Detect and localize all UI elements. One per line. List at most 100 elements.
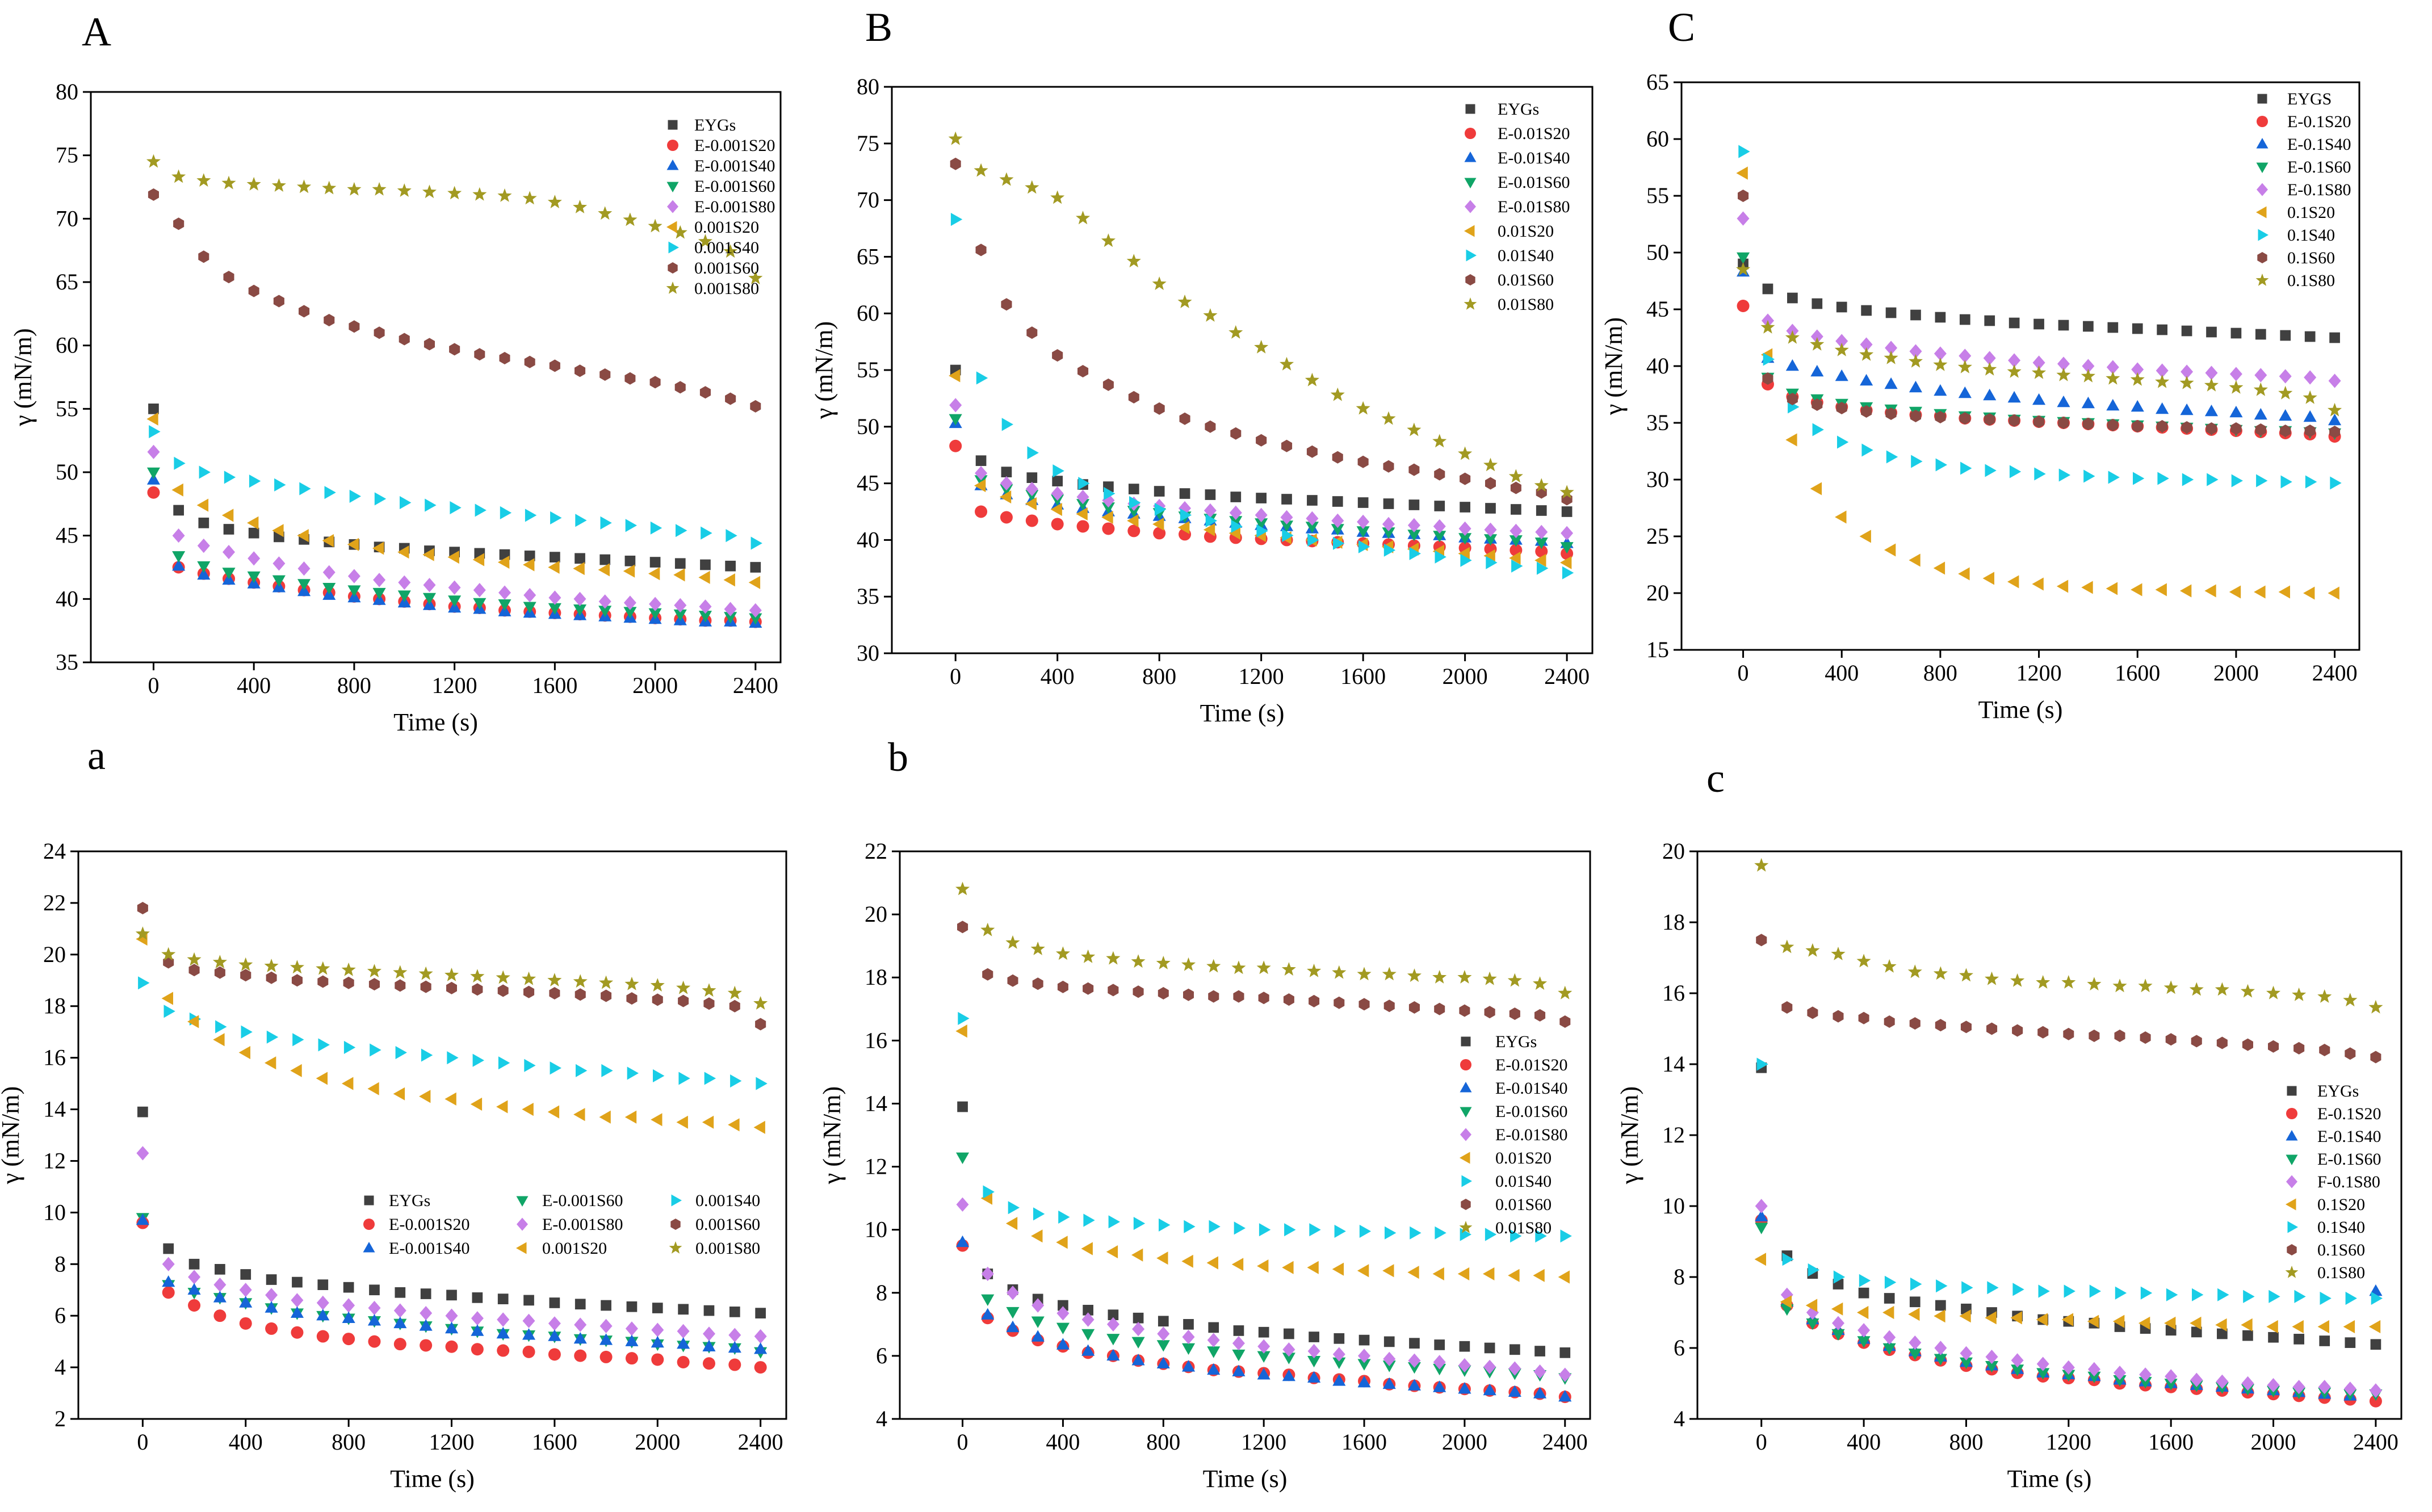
- data-point: [1407, 1362, 1421, 1374]
- legend-marker: [2286, 1108, 2297, 1119]
- plot-frame: [1696, 850, 2402, 1420]
- data-point: [423, 338, 435, 351]
- data-point: [318, 1038, 330, 1052]
- data-point: [1206, 1256, 1218, 1270]
- data-point: [2131, 362, 2144, 377]
- data-point: [624, 976, 639, 990]
- series-E-0.1S40: [1737, 264, 2342, 426]
- data-point: [575, 988, 586, 1001]
- data-point: [1485, 477, 1496, 490]
- data-point: [1153, 527, 1166, 540]
- data-point: [1209, 1220, 1221, 1233]
- data-point: [1127, 506, 1140, 518]
- data-point: [2164, 1379, 2178, 1391]
- data-point: [138, 976, 150, 990]
- data-point: [425, 498, 437, 512]
- data-point: [702, 983, 716, 997]
- data-point: [1785, 359, 1799, 371]
- data-point: [2294, 1290, 2306, 1303]
- data-point: [1025, 481, 1038, 497]
- data-point: [1810, 364, 1824, 377]
- data-point: [599, 1333, 613, 1345]
- data-point: [266, 1030, 279, 1044]
- data-point: [196, 498, 209, 512]
- data-point: [1958, 567, 1970, 581]
- data-point: [322, 180, 337, 195]
- data-point: [187, 952, 202, 966]
- data-point: [1755, 1199, 1768, 1213]
- data-point: [598, 606, 612, 618]
- y-tick-label: 20: [1662, 838, 1685, 864]
- data-point: [2007, 390, 2021, 403]
- data-point: [2191, 1326, 2202, 1338]
- legend: EYGs E-0.001S60 0.001S40 E-0.001S20 E-0.001S…: [363, 1191, 760, 1258]
- series-0.1S20: [1736, 166, 2339, 600]
- data-point: [1457, 1267, 1470, 1280]
- data-point: [2089, 1030, 2100, 1042]
- data-point: [1102, 378, 1114, 391]
- data-point: [1050, 503, 1062, 516]
- data-point: [1460, 553, 1472, 567]
- data-point: [445, 1340, 458, 1353]
- data-point: [573, 1108, 585, 1122]
- x-tick-label: 1200: [429, 1429, 475, 1455]
- data-point: [522, 1328, 536, 1340]
- data-point: [2036, 975, 2051, 989]
- data-point: [418, 966, 433, 980]
- data-point: [1282, 1342, 1295, 1357]
- data-point: [981, 1266, 994, 1282]
- data-point: [197, 568, 211, 580]
- data-point: [750, 400, 761, 413]
- data-point: [948, 131, 963, 145]
- data-point: [224, 471, 236, 484]
- data-point: [1533, 976, 1548, 990]
- data-point: [1307, 1261, 1319, 1274]
- data-point: [1031, 1316, 1045, 1328]
- data-point: [1836, 402, 1847, 414]
- series-0.001S80: [146, 154, 763, 284]
- data-point: [1509, 535, 1523, 547]
- data-point: [422, 548, 434, 561]
- series-EYGs: [1756, 1062, 2381, 1350]
- x-tick-label: 800: [1142, 663, 1176, 689]
- data-point: [1736, 262, 1751, 276]
- data-point: [1986, 1022, 1998, 1035]
- data-point: [1030, 942, 1045, 955]
- data-point: [599, 1350, 613, 1363]
- data-point: [2190, 1316, 2202, 1330]
- data-point: [728, 1358, 741, 1371]
- data-point: [2010, 1311, 2022, 1325]
- legend-marker: [1460, 1107, 1472, 1118]
- data-point: [2057, 356, 2070, 371]
- data-point: [347, 569, 360, 583]
- data-point: [374, 326, 385, 339]
- data-point: [2138, 978, 2153, 993]
- legend-label: E-0.001S60: [542, 1191, 623, 1210]
- data-point: [1332, 496, 1343, 507]
- data-point: [726, 529, 737, 543]
- data-point: [1357, 514, 1370, 530]
- data-point: [2032, 355, 2045, 370]
- data-point: [1205, 420, 1216, 433]
- data-point: [573, 974, 588, 988]
- legend-marker: [1460, 1152, 1470, 1164]
- x-tick-label: 400: [1046, 1429, 1080, 1455]
- data-point: [2181, 325, 2192, 337]
- x-tick-label: 0: [1738, 660, 1749, 686]
- data-point: [2317, 989, 2332, 1003]
- data-point: [674, 598, 687, 613]
- series-E-0.001S40: [136, 1213, 768, 1354]
- data-point: [347, 182, 362, 196]
- data-point: [2303, 390, 2317, 404]
- data-point: [1562, 566, 1574, 579]
- data-point: [422, 184, 437, 199]
- legend-marker: [668, 241, 679, 254]
- x-tick-label: 0: [148, 673, 159, 698]
- data-point: [750, 562, 761, 573]
- data-point: [500, 506, 512, 519]
- data-point: [1910, 309, 1921, 321]
- data-point: [291, 1293, 304, 1308]
- data-point: [497, 1312, 510, 1327]
- y-tick-label: 70: [857, 187, 879, 213]
- data-point: [1432, 434, 1447, 448]
